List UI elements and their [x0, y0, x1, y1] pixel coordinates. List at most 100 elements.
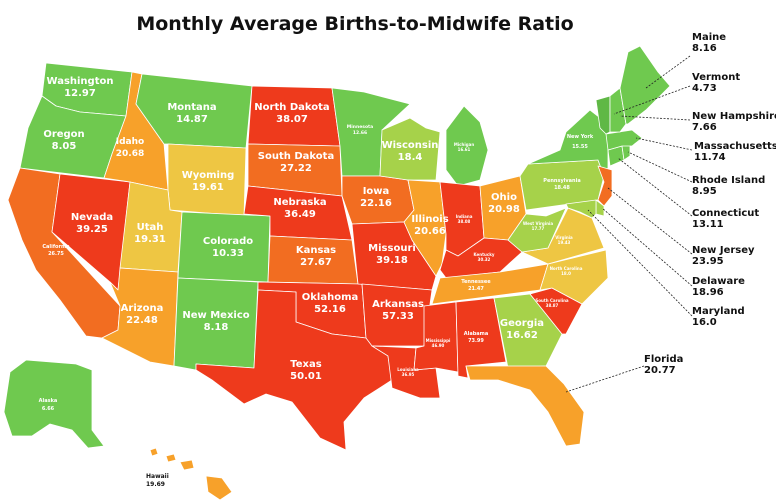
svg-text:Florida: Florida: [644, 354, 683, 365]
svg-text:Nevada: Nevada: [71, 212, 113, 223]
svg-text:30.32: 30.32: [478, 257, 491, 262]
svg-text:Kentucky: Kentucky: [474, 252, 495, 257]
svg-text:20.98: 20.98: [488, 204, 520, 215]
state-alaska: [3, 359, 105, 449]
svg-text:New Hampshire: New Hampshire: [692, 111, 776, 122]
svg-text:Maine: Maine: [692, 32, 726, 43]
svg-text:22.48: 22.48: [126, 315, 158, 326]
svg-text:8.95: 8.95: [692, 186, 717, 197]
state-texas: [195, 289, 393, 451]
svg-text:18.96: 18.96: [692, 287, 724, 298]
svg-text:57.33: 57.33: [382, 311, 414, 322]
svg-text:13.11: 13.11: [692, 219, 724, 230]
svg-text:Wisconsin: Wisconsin: [382, 140, 439, 151]
svg-text:South Dakota: South Dakota: [258, 151, 334, 162]
state-michigan: [445, 105, 489, 187]
svg-text:Arkansas: Arkansas: [372, 299, 424, 310]
svg-text:50.01: 50.01: [290, 371, 322, 382]
state-massachusetts: [605, 129, 643, 151]
label-hawaii: Hawaii 19.69: [146, 473, 169, 488]
svg-text:Montana: Montana: [167, 102, 216, 113]
svg-text:12.97: 12.97: [64, 88, 96, 99]
svg-text:New Jersey: New Jersey: [692, 245, 755, 256]
svg-text:Washington: Washington: [47, 76, 114, 87]
svg-text:Connecticut: Connecticut: [692, 208, 759, 219]
label-newyork: New York 15.55: [567, 134, 594, 150]
svg-text:38.08: 38.08: [458, 219, 471, 224]
svg-text:Rhode Island: Rhode Island: [692, 175, 765, 186]
state-arkansas: [361, 283, 433, 347]
svg-text:16.0: 16.0: [692, 317, 717, 328]
svg-text:Delaware: Delaware: [692, 276, 745, 287]
svg-text:New York: New York: [567, 134, 594, 140]
svg-text:16.62: 16.62: [506, 330, 538, 341]
svg-text:4.73: 4.73: [692, 83, 717, 94]
svg-text:Vermont: Vermont: [692, 72, 740, 83]
svg-text:Oregon: Oregon: [43, 129, 84, 140]
svg-text:Texas: Texas: [290, 359, 321, 370]
map-title: Monthly Average Births-to-Midwife Ratio: [136, 13, 573, 35]
state-wisconsin: [379, 117, 441, 181]
svg-text:18.4: 18.4: [398, 152, 423, 163]
state-vermont: [595, 95, 611, 135]
state-maryland: [565, 199, 597, 219]
svg-text:Minnesota: Minnesota: [347, 124, 373, 130]
callout-leaders: [565, 55, 693, 393]
svg-text:Massachusetts: Massachusetts: [694, 141, 776, 152]
svg-text:36.49: 36.49: [284, 209, 316, 220]
svg-text:73.99: 73.99: [468, 338, 484, 344]
svg-text:Louisiana: Louisiana: [397, 367, 419, 372]
svg-text:Alabama: Alabama: [464, 331, 489, 337]
svg-text:Mississippi: Mississippi: [426, 338, 451, 343]
svg-text:West Virginia: West Virginia: [523, 221, 553, 226]
svg-text:Indiana: Indiana: [456, 214, 473, 219]
state-maine: [619, 45, 671, 125]
svg-text:Michigan: Michigan: [454, 142, 475, 147]
svg-text:Hawaii: Hawaii: [146, 473, 169, 480]
svg-text:Iowa: Iowa: [363, 186, 390, 197]
state-hawaii-3: [179, 459, 195, 471]
state-florida: [465, 365, 585, 447]
svg-text:Nebraska: Nebraska: [273, 197, 326, 208]
svg-text:Tennessee: Tennessee: [461, 279, 491, 285]
svg-text:14.87: 14.87: [176, 114, 208, 125]
svg-text:22.16: 22.16: [360, 198, 392, 209]
svg-text:17.77: 17.77: [532, 226, 545, 231]
svg-text:8.18: 8.18: [204, 322, 229, 333]
svg-text:19.69: 19.69: [146, 481, 165, 488]
svg-text:Wyoming: Wyoming: [182, 170, 235, 181]
svg-text:Georgia: Georgia: [500, 318, 544, 329]
svg-text:South Carolina: South Carolina: [535, 298, 569, 303]
svg-text:19.31: 19.31: [134, 234, 166, 245]
svg-text:6.66: 6.66: [42, 406, 55, 412]
svg-text:Utah: Utah: [137, 222, 164, 233]
svg-text:North Carolina: North Carolina: [550, 266, 583, 271]
svg-text:38.87: 38.87: [546, 303, 559, 308]
